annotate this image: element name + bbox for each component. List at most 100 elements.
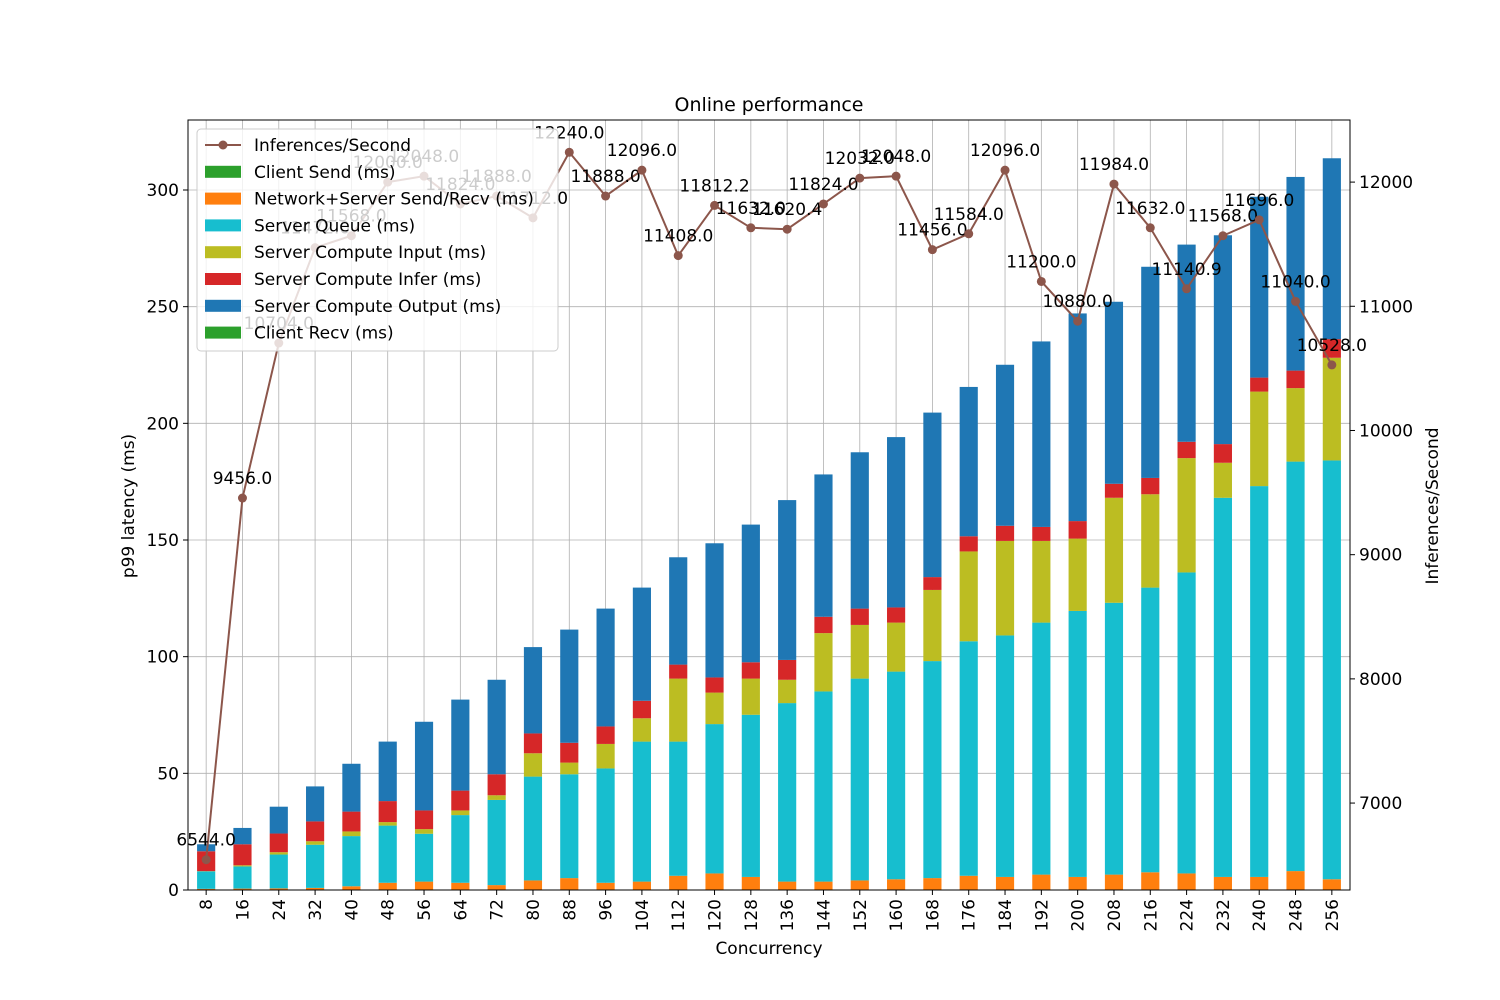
throughput-data-label: 12096.0 xyxy=(607,141,677,161)
legend-label: Client Recv (ms) xyxy=(254,324,394,344)
bar-segment xyxy=(523,733,543,754)
throughput-data-label: 11620.4 xyxy=(752,200,822,220)
throughput-data-label: 11984.0 xyxy=(1079,155,1149,175)
bar-segment xyxy=(269,806,288,834)
bar-segment xyxy=(778,703,797,882)
stacked-bars xyxy=(197,158,1341,890)
legend-label: Network+Server Send/Recv (ms) xyxy=(254,190,534,210)
bar-segment xyxy=(378,801,397,823)
bar-segment xyxy=(414,829,434,834)
bar-segment xyxy=(887,622,906,672)
bar-segment xyxy=(1032,622,1051,875)
y2-tick-label: 8000 xyxy=(1359,670,1402,690)
bar-segment xyxy=(1104,483,1124,498)
throughput-data-label: 11632.0 xyxy=(1115,199,1185,219)
throughput-data-label: 11696.0 xyxy=(1224,191,1294,211)
bar-segment xyxy=(487,799,506,886)
bar-segment xyxy=(269,852,288,855)
bar-segment xyxy=(197,871,216,889)
x-tick-label: 112 xyxy=(669,899,689,931)
bar-segment xyxy=(705,873,724,890)
throughput-point xyxy=(1291,296,1301,306)
throughput-point xyxy=(964,229,974,239)
y2-axis-label: Inferences/Second xyxy=(1423,427,1443,584)
throughput-data-label: 11456.0 xyxy=(897,221,967,241)
bar-segment xyxy=(378,741,397,802)
bar-segment xyxy=(1104,301,1124,484)
bar-segment xyxy=(778,679,797,704)
bar-segment xyxy=(560,762,579,775)
throughput-point xyxy=(564,147,574,157)
bar-segment xyxy=(887,607,906,623)
bar-segment xyxy=(1068,313,1087,522)
x-tick-label: 8 xyxy=(197,899,217,910)
throughput-point xyxy=(818,199,828,209)
throughput-point xyxy=(927,245,937,255)
x-tick-label: 176 xyxy=(960,899,980,931)
bar-segment xyxy=(342,836,361,887)
legend-swatch xyxy=(205,326,241,339)
bar-segment xyxy=(197,888,216,890)
bar-segment xyxy=(269,854,288,889)
legend-swatch xyxy=(205,219,241,232)
bar-segment xyxy=(523,776,543,881)
bar-segment xyxy=(1104,602,1124,875)
bar-segment xyxy=(1177,458,1196,573)
x-tick-label: 184 xyxy=(996,899,1016,931)
bar-segment xyxy=(1068,610,1087,877)
bar-segment xyxy=(669,557,688,665)
bar-segment xyxy=(414,721,434,811)
bar-segment xyxy=(596,726,615,744)
legend-swatch xyxy=(205,299,241,312)
bar-segment xyxy=(342,763,361,812)
bar-segment xyxy=(887,879,906,890)
bar-segment xyxy=(269,888,288,890)
bar-segment xyxy=(1286,461,1305,872)
x-tick-label: 232 xyxy=(1214,899,1234,931)
legend-label: Client Send (ms) xyxy=(254,163,396,183)
y2-tick-label: 11000 xyxy=(1359,297,1413,317)
bar-segment xyxy=(778,659,797,680)
y-tick-label: 250 xyxy=(147,298,179,318)
x-tick-label: 208 xyxy=(1105,899,1125,931)
x-tick-label: 240 xyxy=(1250,899,1270,931)
bar-segment xyxy=(1250,391,1269,487)
bar-segment xyxy=(596,882,615,890)
bar-segment xyxy=(1322,879,1341,890)
bar-segment xyxy=(487,795,506,800)
bar-segment xyxy=(487,774,506,796)
bar-segment xyxy=(560,774,579,879)
bar-segment xyxy=(1250,486,1269,877)
bar-segment xyxy=(523,647,543,734)
bar-segment xyxy=(705,677,724,693)
bar-segment xyxy=(995,540,1015,636)
y-tick-label: 200 xyxy=(147,414,179,434)
bar-segment xyxy=(632,741,651,882)
bar-segment xyxy=(778,881,797,890)
throughput-point xyxy=(637,165,647,175)
bar-segment xyxy=(923,412,942,578)
x-tick-label: 56 xyxy=(415,899,435,921)
throughput-data-label: 11568.0 xyxy=(1188,207,1258,227)
bar-segment xyxy=(451,699,470,791)
legend-label: Inferences/Second xyxy=(254,136,411,156)
throughput-data-label: 11812.2 xyxy=(679,176,749,196)
throughput-point xyxy=(710,200,720,210)
throughput-point xyxy=(1218,231,1228,241)
bar-segment xyxy=(306,841,325,845)
bar-segment xyxy=(850,880,869,890)
bar-segment xyxy=(741,678,760,715)
bar-segment xyxy=(887,671,906,880)
bar-segment xyxy=(523,880,543,890)
bar-segment xyxy=(1322,339,1341,358)
bar-segment xyxy=(959,551,978,642)
bar-segment xyxy=(741,714,760,877)
bar-segment xyxy=(632,700,651,719)
bar-segment xyxy=(306,844,325,888)
bar-segment xyxy=(850,624,869,679)
throughput-point xyxy=(782,224,792,234)
axes: 0 50 100 150 200 250 300 7000 8000 9000 10000 11000… xyxy=(147,119,1413,931)
bar-segment xyxy=(669,678,688,742)
bar-segment xyxy=(1286,388,1305,462)
